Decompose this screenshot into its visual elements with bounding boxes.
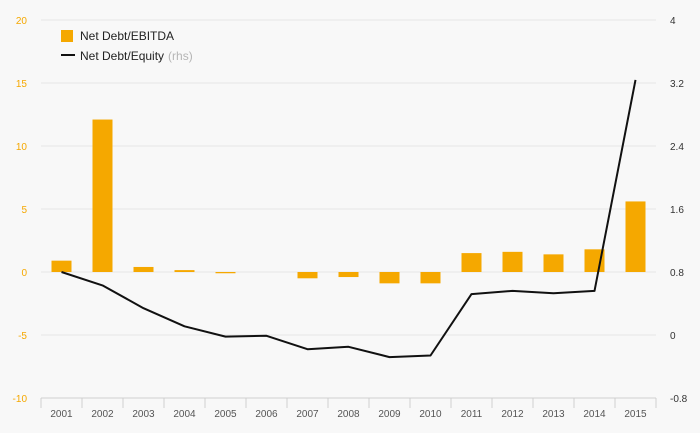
bar-net-debt-ebitda bbox=[420, 272, 441, 284]
x-tick-label: 2005 bbox=[214, 409, 237, 420]
bar-net-debt-ebitda bbox=[92, 119, 113, 272]
bar-net-debt-ebitda bbox=[297, 272, 318, 279]
legend-label-net-debt-ebitda: Net Debt/EBITDA bbox=[80, 29, 174, 43]
y-right-tick-label: 0 bbox=[670, 331, 676, 342]
bar-net-debt-ebitda bbox=[502, 251, 523, 272]
y-left-tick-label: 20 bbox=[16, 16, 28, 27]
x-tick-label: 2001 bbox=[50, 409, 73, 420]
x-tick-label: 2013 bbox=[542, 409, 565, 420]
bar-net-debt-ebitda bbox=[338, 272, 359, 278]
y-left-tick-label: -5 bbox=[18, 331, 27, 342]
legend-label-net-debt-equity: Net Debt/Equity (rhs) bbox=[80, 49, 193, 63]
bar-net-debt-ebitda bbox=[51, 260, 72, 272]
bar-net-debt-ebitda bbox=[379, 272, 400, 284]
y-right-tick-label: 3.2 bbox=[670, 79, 684, 90]
gridlines bbox=[41, 19, 656, 399]
bar-net-debt-ebitda bbox=[461, 253, 482, 272]
line-net-debt-equity bbox=[61, 79, 637, 359]
y-left-tick-label: -10 bbox=[13, 394, 28, 405]
x-tick-label: 2002 bbox=[91, 409, 114, 420]
legend: Net Debt/EBITDA Net Debt/Equity (rhs) bbox=[61, 29, 193, 63]
x-tick-label: 2007 bbox=[296, 409, 319, 420]
y-left-tick-label: 15 bbox=[16, 79, 28, 90]
x-tick-label: 2008 bbox=[337, 409, 360, 420]
bar-series bbox=[51, 119, 646, 284]
y-right-tick-label: 1.6 bbox=[670, 205, 684, 216]
bar-net-debt-ebitda bbox=[625, 201, 646, 272]
x-tick-label: 2012 bbox=[501, 409, 524, 420]
x-tick-label: 2014 bbox=[583, 409, 606, 420]
y-left-tick-label: 10 bbox=[16, 142, 28, 153]
line-series bbox=[61, 79, 637, 359]
x-tick-label: 2006 bbox=[255, 409, 278, 420]
bar-net-debt-ebitda bbox=[174, 270, 195, 272]
y-right-tick-label: 4 bbox=[670, 16, 676, 27]
x-tick-label: 2010 bbox=[419, 409, 442, 420]
y-right-tick-label: -0.8 bbox=[670, 394, 688, 405]
bar-net-debt-ebitda bbox=[543, 254, 564, 272]
legend-label-net-debt-equity-text: Net Debt/Equity bbox=[80, 49, 164, 63]
y-left-tick-label: 0 bbox=[21, 268, 27, 279]
bar-net-debt-ebitda bbox=[215, 272, 236, 274]
x-tick-label: 2004 bbox=[173, 409, 196, 420]
x-tick-label: 2015 bbox=[624, 409, 647, 420]
x-tick-label: 2003 bbox=[132, 409, 155, 420]
y-right-tick-label: 0.8 bbox=[670, 268, 684, 279]
y-left-tick-label: 5 bbox=[21, 205, 27, 216]
x-tick-label: 2009 bbox=[378, 409, 401, 420]
y-right-tick-label: 2.4 bbox=[670, 142, 684, 153]
legend-label-rhs-note: (rhs) bbox=[168, 49, 193, 63]
bar-net-debt-ebitda bbox=[133, 266, 154, 272]
legend-swatch-net-debt-ebitda bbox=[61, 30, 73, 42]
x-tick-label: 2011 bbox=[461, 409, 483, 420]
